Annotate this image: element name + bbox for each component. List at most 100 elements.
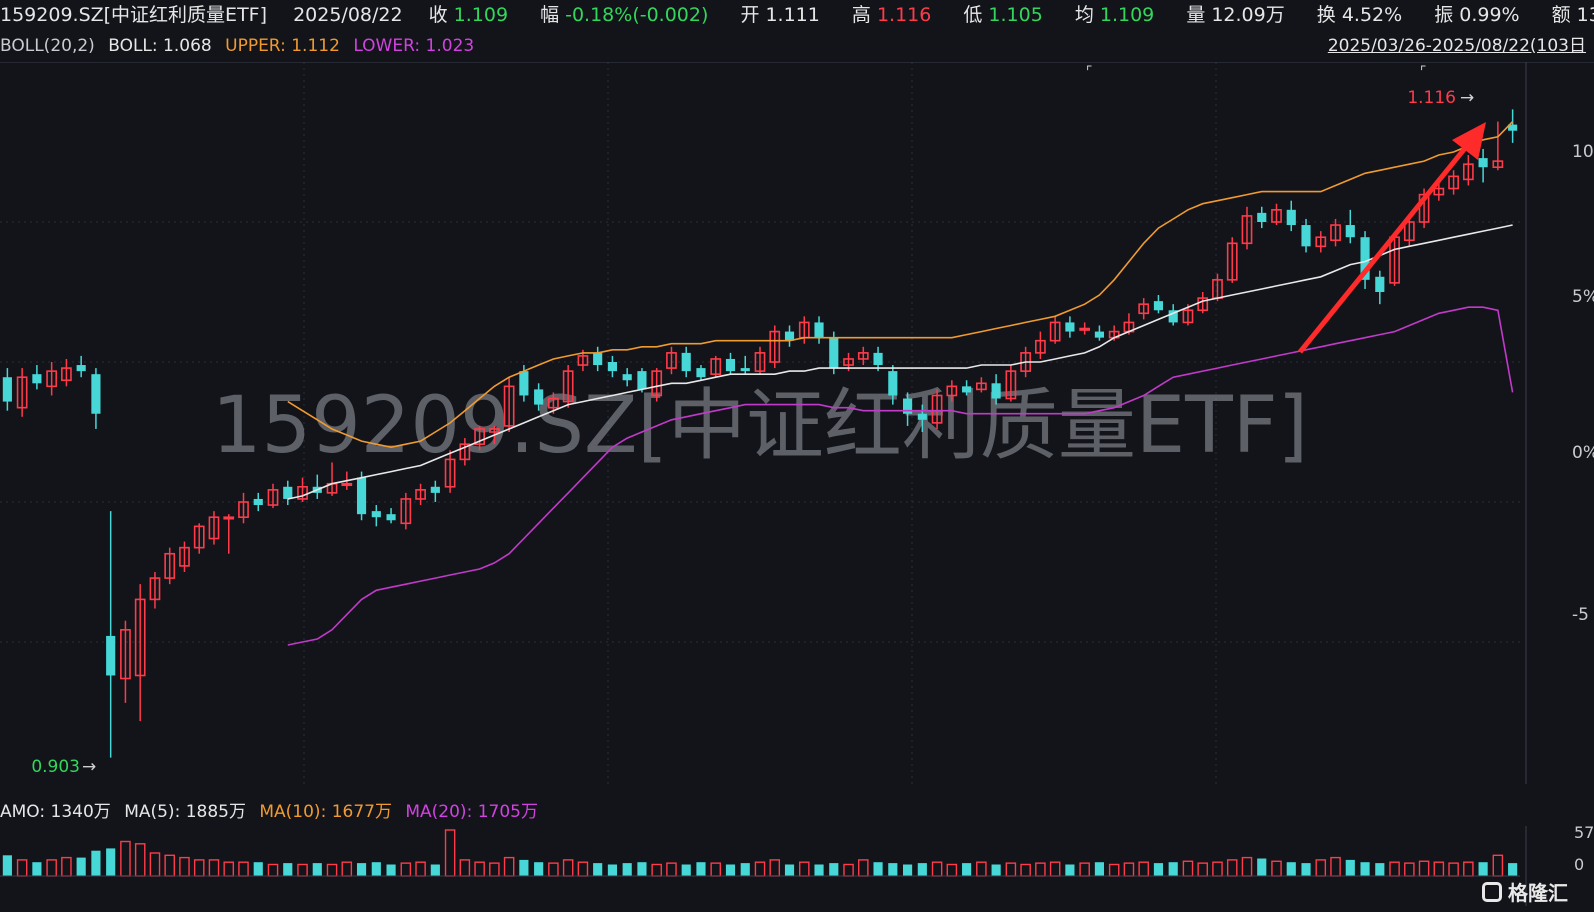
boll-mid-line [287,224,1513,500]
volume-bar [283,863,293,876]
candle-body [622,374,632,381]
volume-bar [474,861,485,877]
volume-bar [91,850,101,876]
volume-bar [297,863,308,877]
candle-body [415,489,426,500]
volume-bar [548,862,559,877]
candle-body [179,546,190,567]
candle-body [577,355,589,366]
chart-watermark: 159209.SZ[中证红利质量ETF] [212,381,1308,471]
indicator-name[interactable]: BOLL(20,2) [0,36,95,56]
date-range[interactable]: 2025/03/26-2025/08/22(103日 [1327,36,1586,56]
candle-body [208,516,220,540]
change-label: 幅 [540,4,560,26]
candle-body [1448,175,1459,190]
candle-body [607,362,618,372]
brand-watermark: 格隆汇 [1482,877,1568,906]
low-value: 1.105 [988,4,1043,26]
candle-body [651,370,663,397]
volume-bar [1433,861,1445,877]
volume-bar [1094,862,1104,876]
candle-body [1049,321,1061,342]
volume-bar [1168,862,1178,876]
candle-body [1138,303,1150,315]
candle-body [2,377,12,402]
candle-body [857,352,869,360]
volume-bar [1404,862,1415,877]
volume-bar [1212,861,1223,877]
candle-body [888,371,898,396]
candle-body [134,598,146,677]
candle-body [444,458,456,488]
candle-body [593,352,603,366]
candle-body [637,371,647,390]
corner-marker-icon: ⌜ [1086,64,1093,80]
open-label: 开 [740,4,760,26]
volume-bar [1492,854,1504,877]
candles-layer [2,109,1518,758]
volume-bar [1478,862,1488,876]
boll-upper-line [287,121,1514,449]
volume-bar [1330,856,1341,877]
volume-bar [1508,863,1518,876]
volume-bar [1389,861,1400,877]
volume-bar [179,856,190,877]
quote-header: 159209.SZ[中证红利质量ETF] 2025/08/22 收 1.109 幅… [0,0,1594,30]
volume-bar [1286,862,1296,876]
turnover-value: 4.52% [1341,4,1403,26]
candle-body [400,498,412,525]
candle-body [829,337,839,369]
volume-bar [1108,863,1120,877]
open-value: 1.111 [765,4,820,26]
volume-bar [267,863,279,877]
candle-body [356,477,367,515]
volume-bar [326,863,338,877]
candle-body [1345,225,1355,238]
volume-bar [1375,863,1385,876]
candle-body [1168,310,1178,323]
candle-body [931,394,943,424]
volume-bar [223,861,235,877]
volume-bar [858,859,869,877]
volume-bar [754,861,766,877]
volume-bar [1182,860,1194,877]
avg-label: 均 [1074,4,1094,26]
candle-body [917,413,927,420]
candle-body [430,486,440,493]
candle-body [754,352,766,372]
candle-body [223,516,235,520]
volume-bar [459,859,471,877]
volume-bar [1418,860,1430,877]
volume-bar [666,862,677,877]
right-axis: 10 5% 0% -5 [1572,142,1594,625]
volume-bar [1315,859,1327,877]
candle-body [534,389,544,405]
candle-body [1271,209,1282,223]
volume-bar [371,862,381,876]
volume-bar [637,862,647,876]
candle-body [548,397,559,409]
volume-bar [208,859,220,877]
candle-body [666,352,677,369]
candlestick-chart[interactable]: 159209.SZ[中证红利质量ETF] 10 5% 0% -5 1.116 → 0.… [0,62,1594,784]
volume-bar [976,861,987,877]
volume-bar [1241,856,1253,877]
candle-body [1005,370,1017,400]
volume-bar [888,863,898,876]
candle-body [962,386,972,393]
ma5-value: MA(5): 1885万 [124,802,246,822]
volume-bar [710,862,722,877]
volume-label: 量 [1186,4,1206,26]
volume-bar [991,864,1001,876]
candle-body [32,374,42,384]
volume-bar [651,863,662,877]
amount-value: 1340万 [1576,4,1594,26]
candle-body [459,443,471,461]
volume-chart[interactable]: 57 0 [0,826,1594,906]
amplitude-label: 振 [1434,4,1454,26]
volume-axis-tick-label: 57 [1574,826,1594,842]
candle-body [164,552,176,579]
quote-date: 2025/08/22 [293,4,403,26]
high-label: 高 [851,4,871,26]
candle-body [1035,339,1046,354]
